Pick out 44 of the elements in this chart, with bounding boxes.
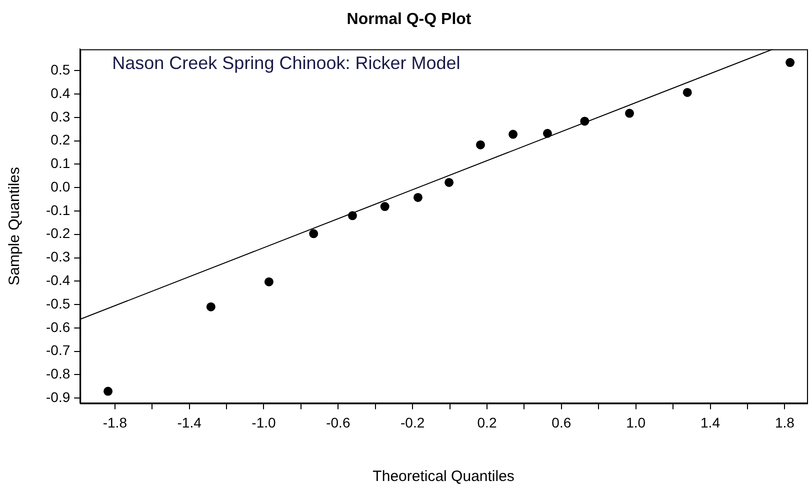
point [580, 116, 590, 126]
point [413, 192, 422, 202]
y-tick-label: -0.8 [46, 366, 70, 382]
point [348, 211, 357, 220]
x-tick-label: -1.0 [252, 414, 276, 430]
x-tick-label: -1.8 [102, 414, 128, 430]
y-tick-label: 0.2 [50, 132, 70, 148]
x-tick-label: 1.4 [700, 414, 720, 430]
y-tick-label: -0.1 [46, 202, 70, 218]
point [508, 130, 518, 139]
point [542, 128, 552, 138]
y-tick-label: -0.6 [46, 318, 70, 335]
y-tick-label: -0.5 [46, 295, 70, 312]
y-tick-label: 0.5 [50, 62, 70, 78]
point [682, 88, 692, 97]
y-tick-label: -0.7 [46, 342, 70, 358]
y-tick-label: -0.9 [46, 388, 70, 405]
x-tick-label: 0.2 [477, 414, 497, 430]
y-tick-label: -0.4 [46, 272, 70, 288]
y-tick-label: 0.1 [50, 155, 70, 172]
point [206, 302, 216, 312]
x-tick-label: 1.0 [626, 414, 646, 430]
x-tick-label: -0.6 [326, 414, 350, 430]
point [104, 386, 113, 396]
y-tick-label: -0.2 [46, 225, 70, 242]
y-tick-label: 0.4 [50, 84, 70, 101]
point [625, 108, 634, 118]
point [380, 202, 390, 212]
annotation: Nason Creek Spring Chinook: Ricker Model [112, 53, 460, 74]
y-tick-label: 0.3 [50, 108, 70, 124]
point [309, 229, 318, 238]
y-tick-label: 0.0 [50, 178, 70, 194]
x-tick-label: 1.8 [774, 414, 795, 430]
point [264, 277, 274, 286]
y-tick-label: -0.3 [46, 248, 70, 265]
point [444, 178, 454, 187]
point [476, 140, 485, 150]
x-tick-label: -0.2 [400, 414, 425, 430]
x-axis-title: Theoretical Quantiles [372, 468, 514, 486]
y-axis-title: Sample Quantiles [6, 166, 24, 286]
chart-title: Normal Q-Q Plot [346, 11, 472, 28]
x-tick-label: -1.4 [177, 414, 202, 430]
point [786, 58, 795, 68]
x-tick-label: 0.6 [552, 414, 572, 430]
